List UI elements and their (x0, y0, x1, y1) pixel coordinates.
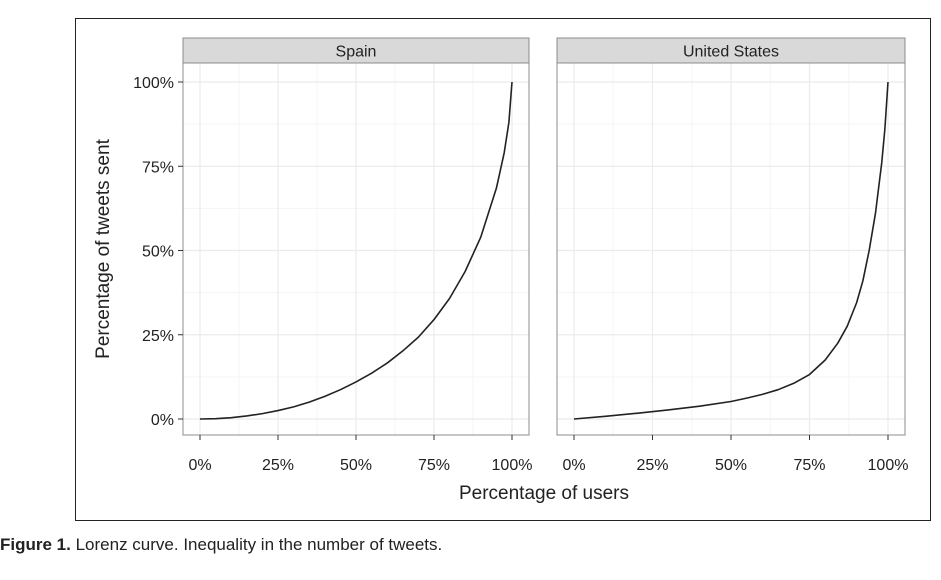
y-tick-label: 75% (142, 159, 174, 176)
x-tick-label: 75% (793, 457, 825, 474)
figure-frame (75, 18, 931, 521)
x-tick-label: 0% (188, 457, 211, 474)
y-tick-label: 50% (142, 244, 174, 261)
lorenz-chart: Spain 0% 25% 50% 75% 100% 0% 25% 50% 75% 100% Unite… (93, 37, 909, 504)
x-tick-label: 75% (418, 457, 450, 474)
x-tick-label: 50% (715, 457, 747, 474)
x-axis-title: Percentage of users (459, 483, 629, 504)
caption-text: Lorenz curve. Inequality in the number o… (75, 535, 443, 554)
x-tick-label: 100% (492, 457, 533, 474)
y-tick-label: 25% (142, 328, 174, 345)
x-tick-label: 100% (868, 457, 909, 474)
x-tick-label: 50% (340, 457, 372, 474)
lorenz-curve-united-states (573, 81, 889, 420)
x-tick-label: 25% (262, 457, 294, 474)
lorenz-curve-spain (199, 81, 513, 420)
facet-strip (182, 37, 530, 64)
figure-label: Figure 1. (0, 535, 71, 554)
y-axis-title: Percentage of tweets sent (93, 138, 114, 358)
x-tick-label: 25% (636, 457, 668, 474)
x-tick-label: 0% (562, 457, 585, 474)
facet-strip-label: United States (683, 44, 779, 61)
y-tick-label: 100% (133, 75, 174, 92)
y-tick-label: 0% (151, 412, 174, 429)
figure-caption: Figure 1. Lorenz curve. Inequality in th… (0, 535, 442, 555)
facet-strip (556, 37, 906, 64)
facet-strip-label: Spain (336, 44, 377, 61)
